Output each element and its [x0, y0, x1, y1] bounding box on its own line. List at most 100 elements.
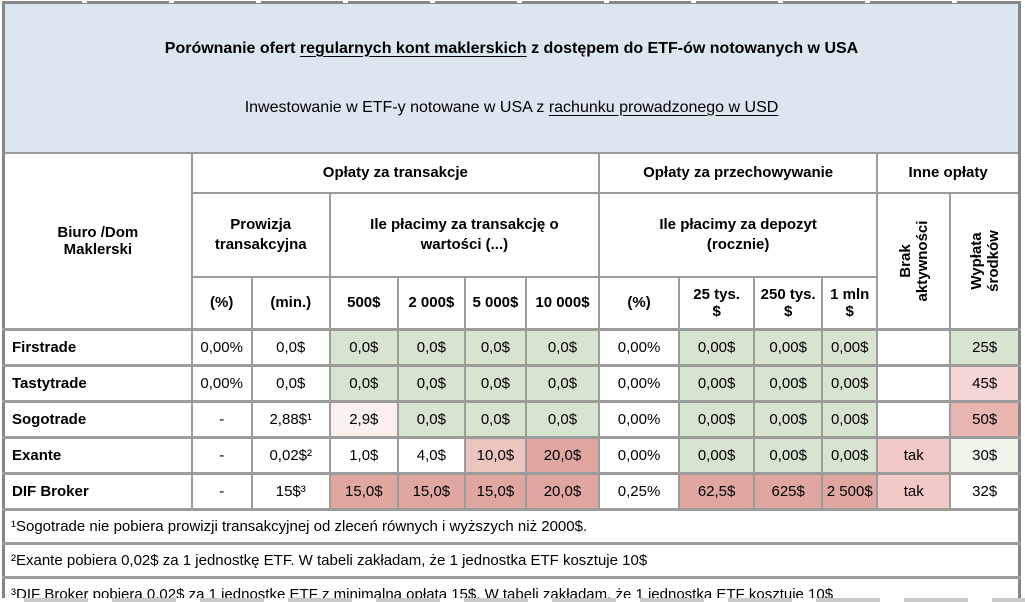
value-cell: 1,0$	[328, 435, 399, 475]
value-cell: 0,0$	[524, 327, 601, 367]
value-cell: 62,5$	[678, 471, 756, 511]
value-cell: 15,0$	[396, 471, 466, 511]
withdrawal-cell: 50$	[949, 399, 1021, 439]
footnote-3: ³DIF Broker pobiera 0,02$ za 1 jednostkę…	[2, 575, 1021, 602]
inactivity-cell	[876, 399, 952, 439]
value-cell: 0,00$	[821, 435, 879, 475]
table-row-dif-broker: DIF Broker - 15$³ 15,0$ 15,0$ 15,0$ 20,0…	[2, 471, 1021, 511]
value-cell: 0,00$	[753, 399, 824, 439]
value-cell: 15,0$	[463, 471, 527, 511]
value-cell: 0,00$	[678, 363, 756, 403]
value-cell: 20,0$	[524, 471, 601, 511]
value-cell: 0,00$	[753, 435, 824, 475]
inactivity-cell	[876, 327, 952, 367]
header-withdrawal-fee: Wypłata środków	[949, 191, 1021, 331]
header-deposit-250k: 250 tys. $	[753, 275, 824, 331]
value-cell: 0,0$	[463, 363, 527, 403]
header-deposit-1m: 1 mln $	[821, 275, 879, 331]
header-deposit-25k: 25 tys. $	[678, 275, 756, 331]
value-cell: 2 500$	[821, 471, 879, 511]
value-cell: 0,00%	[598, 363, 681, 403]
value-cell: 0,00%	[190, 363, 253, 403]
header-txn-500: 500$	[328, 275, 399, 331]
value-cell: 0,0$	[524, 363, 601, 403]
value-cell: 0,0$	[250, 363, 331, 403]
value-cell: 0,0$	[396, 363, 466, 403]
header-broker-column: Biuro /Dom Maklerski	[2, 151, 193, 331]
value-cell: 625$	[753, 471, 824, 511]
broker-name-cell: Exante	[2, 435, 193, 475]
title-underline-2: rachunku prowadzonego w USD	[548, 98, 779, 116]
value-cell: 0,0$	[524, 399, 601, 439]
value-cell: 15$³	[250, 471, 331, 511]
header-txn-2000: 2 000$	[396, 275, 466, 331]
table-row-sogotrade: Sogotrade - 2,88$¹ 2,9$ 0,0$ 0,0$ 0,0$ 0…	[2, 399, 1021, 439]
withdrawal-cell: 30$	[949, 435, 1021, 475]
table-row-exante: Exante - 0,02$² 1,0$ 4,0$ 10,0$ 20,0$ 0,…	[2, 435, 1021, 475]
value-cell: 0,00%	[190, 327, 253, 367]
vertical-label-withdrawal: Wypłata środków	[967, 230, 1002, 292]
header-sub-deposit-cost: Ile płacimy za depozyt (rocznie)	[598, 191, 879, 278]
value-cell: -	[190, 399, 253, 439]
header-group-storage: Opłaty za przechowywanie	[598, 151, 879, 194]
header-commission-min: (min.)	[250, 275, 331, 331]
withdrawal-cell: 45$	[949, 363, 1021, 403]
footnote-row: ³DIF Broker pobiera 0,02$ za 1 jednostkę…	[2, 575, 1021, 602]
footnote-1: ¹Sogotrade nie pobiera prowizji transakc…	[2, 507, 1021, 545]
value-cell: 0,00$	[753, 327, 824, 367]
value-cell: 0,02$²	[250, 435, 331, 475]
broker-name-cell: Tastytrade	[2, 363, 193, 403]
value-cell: 0,25%	[598, 471, 681, 511]
value-cell: 0,00$	[821, 327, 879, 367]
withdrawal-cell: 25$	[949, 327, 1021, 367]
withdrawal-cell: 32$	[949, 471, 1021, 511]
broker-name-cell: Firstrade	[2, 327, 193, 367]
title-line-1: Porównanie ofert regularnych kont makler…	[164, 39, 859, 57]
value-cell: 0,00$	[678, 399, 756, 439]
value-cell: 0,0$	[396, 327, 466, 367]
broker-name-cell: DIF Broker	[2, 471, 193, 511]
value-cell: 0,0$	[250, 327, 331, 367]
inactivity-cell	[876, 363, 952, 403]
value-cell: 0,00$	[678, 435, 756, 475]
header-inactivity-fee: Brak aktywności	[876, 191, 952, 331]
footnote-2: ²Exante pobiera 0,02$ za 1 jednostkę ETF…	[2, 541, 1021, 579]
value-cell: 0,0$	[463, 327, 527, 367]
inactivity-cell: tak	[876, 435, 952, 475]
value-cell: -	[190, 471, 253, 511]
header-group-other: Inne opłaty	[876, 151, 1021, 194]
table-row-tastytrade: Tastytrade 0,00% 0,0$ 0,0$ 0,0$ 0,0$ 0,0…	[2, 363, 1021, 403]
value-cell: 15,0$	[328, 471, 399, 511]
title-underline-1: regularnych kont maklerskich	[299, 39, 527, 57]
value-cell: 0,00$	[821, 363, 879, 403]
table-title: Porównanie ofert regularnych kont makler…	[2, 1, 1021, 154]
header-commission-pct: (%)	[190, 275, 253, 331]
value-cell: 0,00$	[821, 399, 879, 439]
value-cell: 20,0$	[524, 435, 601, 475]
value-cell: 2,9$	[328, 399, 399, 439]
vertical-label-inactivity: Brak aktywności	[896, 220, 931, 302]
value-cell: 0,00%	[598, 435, 681, 475]
broker-name-cell: Sogotrade	[2, 399, 193, 439]
footnote-row: ¹Sogotrade nie pobiera prowizji transakc…	[2, 507, 1021, 545]
value-cell: 0,0$	[463, 399, 527, 439]
value-cell: 0,0$	[396, 399, 466, 439]
footnote-row: ²Exante pobiera 0,02$ za 1 jednostkę ETF…	[2, 541, 1021, 579]
title-line-2: Inwestowanie w ETF-y notowane w USA z ra…	[244, 98, 779, 116]
header-txn-5000: 5 000$	[463, 275, 527, 331]
value-cell: -	[190, 435, 253, 475]
gridline-ticks-bottom	[0, 598, 1025, 602]
header-deposit-pct: (%)	[598, 275, 681, 331]
value-cell: 0,00$	[678, 327, 756, 367]
value-cell: 0,00%	[598, 327, 681, 367]
header-sub-transaction-cost: Ile płacimy za transakcję o wartości (..…	[328, 191, 601, 278]
value-cell: 0,00%	[598, 399, 681, 439]
value-cell: 4,0$	[396, 435, 466, 475]
inactivity-cell: tak	[876, 471, 952, 511]
header-sub-commission: Prowizja transakcyjna	[190, 191, 331, 278]
value-cell: 10,0$	[463, 435, 527, 475]
value-cell: 0,0$	[328, 327, 399, 367]
table-row-firstrade: Firstrade 0,00% 0,0$ 0,0$ 0,0$ 0,0$ 0,0$…	[2, 327, 1021, 367]
